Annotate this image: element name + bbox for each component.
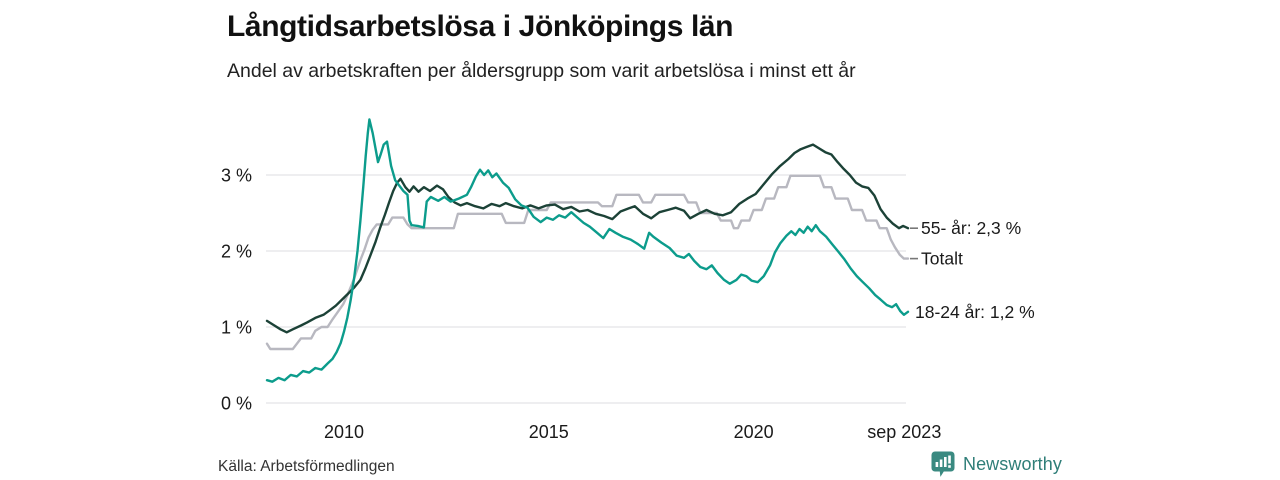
page-title: Långtidsarbetslösa i Jönköpings län [227,10,734,43]
y-tick-label: 0 % [221,394,252,414]
x-tick-label: 2015 [529,422,569,442]
y-tick-label: 1 % [221,318,252,338]
y-tick-label: 3 % [221,166,252,186]
x-tick-label: 2010 [324,422,364,442]
series-end-label: 55- år: 2,3 % [921,218,1021,238]
page-subtitle: Andel av arbetskraften per åldersgrupp s… [227,60,856,82]
series-end-label: Totalt [921,249,963,269]
newsworthy-icon [931,451,955,477]
x-tick-label: 2020 [734,422,774,442]
series-end-label: 18-24 år: 1,2 % [915,302,1035,322]
brand-name: Newsworthy [962,453,1062,474]
brand-logo: Newsworthy [931,450,1062,478]
y-tick-label: 2 % [221,242,252,262]
x-tick-label: sep 2023 [867,422,941,442]
series-line-55-r [265,143,910,334]
source-note: Källa: Arbetsförmedlingen [218,458,395,475]
series-line-18-24-r [265,118,910,383]
